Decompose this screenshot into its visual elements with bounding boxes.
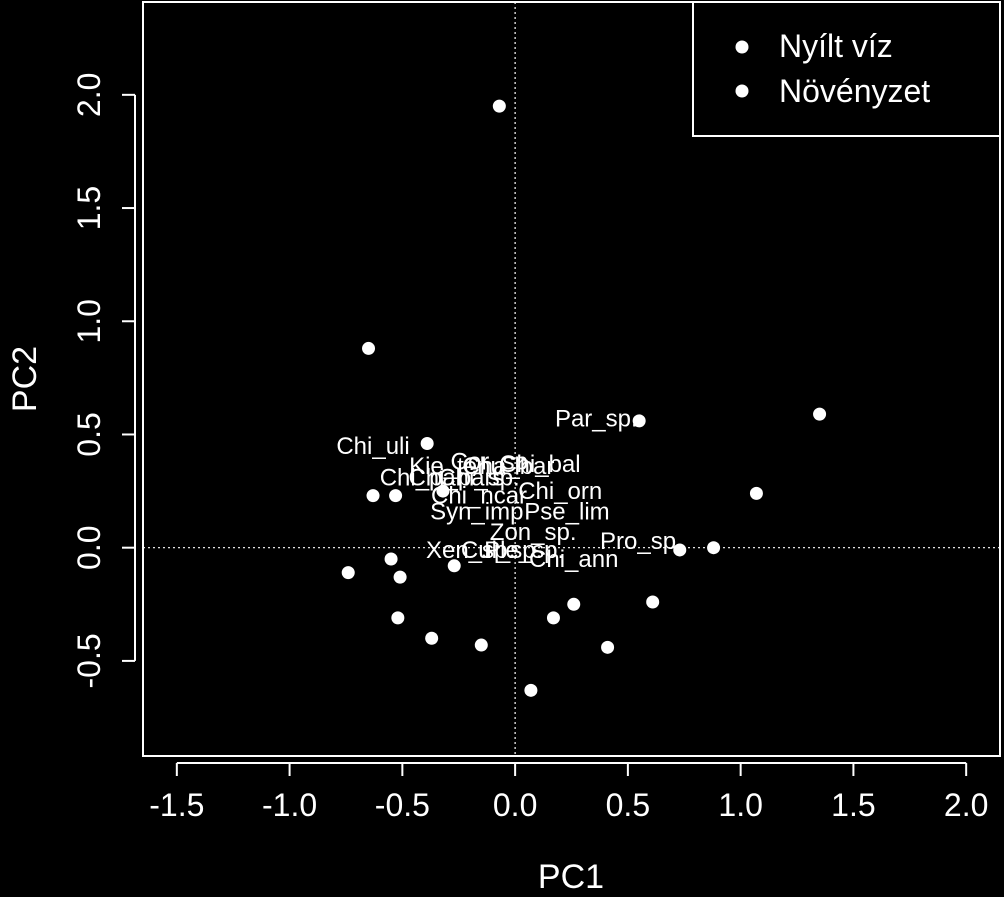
x-tick-label: 0.0 <box>493 787 537 823</box>
x-tick-label: 2.0 <box>944 787 988 823</box>
data-point <box>567 597 581 611</box>
species-label: Cor_sp. <box>451 449 535 476</box>
data-point <box>389 489 403 503</box>
x-axis: -1.5 -1.0 -0.5 0.0 0.5 1.0 1.5 2.0 <box>149 762 988 823</box>
y-tick-label: 0.5 <box>71 412 107 456</box>
species-label: Chi_pal <box>380 464 461 491</box>
data-point <box>447 559 461 573</box>
data-point <box>393 570 407 584</box>
species-label: Cha_bar <box>462 453 554 480</box>
legend: Nyílt víz Növényzet <box>692 1 1001 137</box>
plot-frame <box>142 1 1001 757</box>
data-point <box>341 566 355 580</box>
species-label: Zon_sp. <box>490 519 577 546</box>
data-point <box>492 99 506 113</box>
data-point <box>362 341 376 355</box>
legend-box <box>692 1 1001 137</box>
y-tick-label: 1.0 <box>71 299 107 343</box>
x-axis-title: PC1 <box>538 858 604 896</box>
legend-label-novenyzet: Növényzet <box>779 73 930 109</box>
species-label: Pro_sp. <box>600 528 683 555</box>
legend-marker-nyilt-viz <box>735 40 749 54</box>
legend-label-nyilt-viz: Nyílt víz <box>779 28 893 64</box>
y-tick-label: 2.0 <box>71 73 107 117</box>
species-label: Chi_ann <box>529 546 618 573</box>
data-point <box>391 611 405 625</box>
species-label: Cul_sp. <box>461 537 542 564</box>
x-tick-label: -1.5 <box>149 787 204 823</box>
species-label: Chi_pars <box>408 464 504 491</box>
data-point <box>632 414 646 428</box>
species-label: Chi_ncar <box>431 483 527 510</box>
x-tick-label: 1.0 <box>718 787 762 823</box>
data-point <box>420 437 434 451</box>
x-tick-label: -0.5 <box>375 787 430 823</box>
data-point <box>524 683 538 697</box>
data-point <box>384 552 398 566</box>
species-label: Chi_bal <box>499 451 580 478</box>
species-label: Par_sp. <box>555 406 638 433</box>
data-point <box>474 638 488 652</box>
legend-marker-novenyzet <box>735 84 749 98</box>
species-label: Ple_sp. <box>484 537 564 564</box>
data-point <box>749 486 763 500</box>
data-point <box>601 640 615 654</box>
data-point <box>813 407 827 421</box>
data-points <box>341 99 827 697</box>
x-tick-label: -1.0 <box>262 787 317 823</box>
species-label: Xen_sp. <box>426 537 514 564</box>
data-point <box>646 595 660 609</box>
species-label: Chi_uli <box>336 433 409 460</box>
species-label: Syn_imp <box>430 498 523 525</box>
species-label: Chi_sp. <box>438 464 519 491</box>
data-point <box>546 611 560 625</box>
y-tick-label: 0.0 <box>71 525 107 569</box>
species-label: Chi_orn <box>518 478 602 505</box>
species-label: Kie_tenu <box>409 453 504 480</box>
y-axis: -0.5 0.0 0.5 1.0 1.5 2.0 <box>71 73 136 688</box>
y-tick-label: -0.5 <box>71 633 107 688</box>
data-point <box>366 489 380 503</box>
data-point <box>707 541 721 555</box>
species-label: Pse_lim <box>524 498 609 525</box>
x-tick-label: 0.5 <box>606 787 650 823</box>
x-tick-label: 1.5 <box>831 787 875 823</box>
data-point <box>425 631 439 645</box>
y-tick-label: 1.5 <box>71 186 107 230</box>
species-labels: Par_sp.Chi_uliKie_tenuCor_sp.Cha_barChi_… <box>336 406 682 573</box>
data-point <box>673 543 687 557</box>
reference-lines <box>143 2 1000 756</box>
y-axis-title: PC2 <box>6 346 44 412</box>
data-point <box>436 484 450 498</box>
